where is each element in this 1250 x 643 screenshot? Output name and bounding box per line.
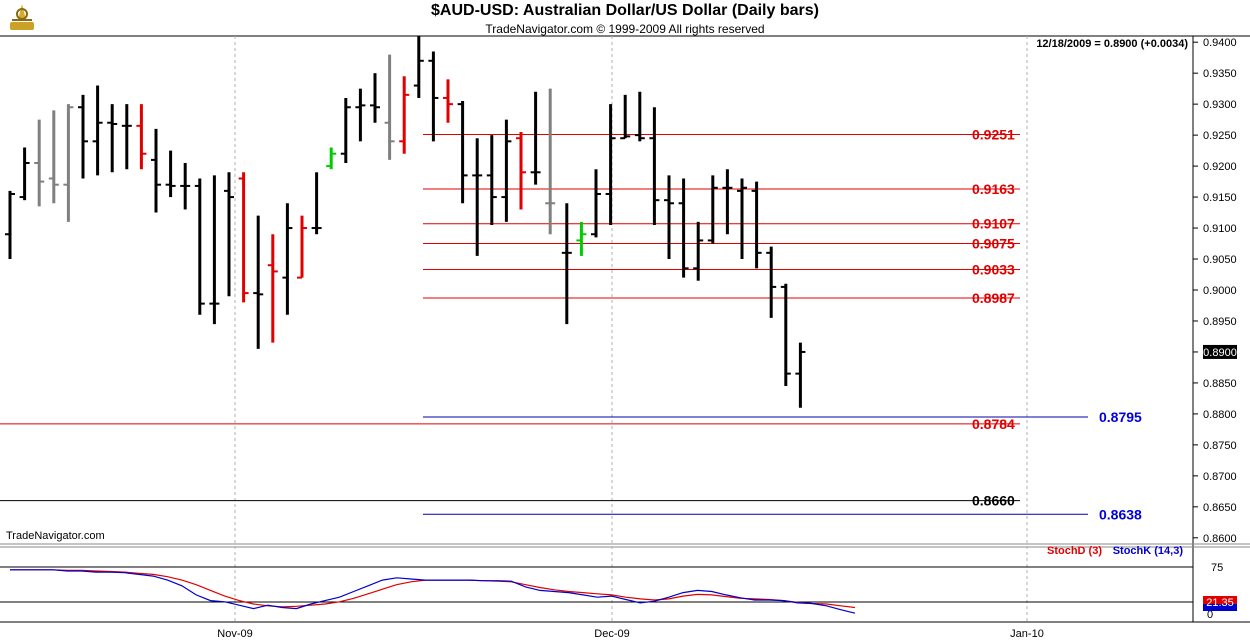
x-tick-label: Jan-10: [1010, 628, 1044, 640]
level-label: 0.9251: [972, 127, 1015, 143]
stoch-tick-label: 0: [1207, 609, 1213, 621]
y-tick-label: 0.8700: [1203, 471, 1237, 483]
y-tick-label: 0.8750: [1203, 440, 1237, 452]
stoch-legend-k: StochK (14,3): [1113, 545, 1184, 557]
chart-title: $AUD-USD: Australian Dollar/US Dollar (D…: [431, 2, 819, 19]
level-label: 0.8638: [1099, 506, 1142, 522]
level-label: 0.8795: [1099, 409, 1142, 425]
level-label: 0.8987: [972, 290, 1015, 306]
stoch-k-line: [10, 569, 856, 614]
y-tick-label: 0.9050: [1203, 254, 1237, 266]
tradenavigator-logo: [8, 2, 36, 32]
stoch-tick-label: 75: [1211, 562, 1223, 574]
y-tick-label: 0.9200: [1203, 161, 1237, 173]
last-price-box: [1203, 344, 1237, 359]
last-quote: 12/18/2009 = 0.8900 (+0.0034): [1036, 38, 1188, 50]
last-price-label: 0.8900: [1203, 347, 1237, 359]
y-tick-label: 0.9150: [1203, 192, 1237, 204]
chart-subtitle: TradeNavigator.com © 1999-2009 All right…: [485, 22, 765, 36]
x-tick-label: Nov-09: [217, 628, 252, 640]
stoch-last-box-k: [1203, 604, 1237, 611]
y-tick-label: 0.9400: [1203, 37, 1237, 49]
y-tick-label: 0.9350: [1203, 68, 1237, 80]
stoch-last-box-d: [1203, 596, 1237, 604]
level-label: 0.9163: [972, 181, 1015, 197]
y-tick-label: 0.8850: [1203, 378, 1237, 390]
level-label: 0.9075: [972, 236, 1015, 252]
level-label: 0.9033: [972, 262, 1015, 278]
y-tick-label: 0.9000: [1203, 285, 1237, 297]
stoch-legend-d: StochD (3): [1047, 545, 1102, 557]
level-label: 0.8784: [972, 416, 1015, 432]
y-tick-label: 0.9100: [1203, 223, 1237, 235]
y-tick-label: 0.8650: [1203, 502, 1237, 514]
y-tick-label: 0.8950: [1203, 316, 1237, 328]
y-tick-label: 0.9300: [1203, 99, 1237, 111]
x-tick-label: Dec-09: [594, 628, 629, 640]
y-tick-label: 0.8800: [1203, 409, 1237, 421]
watermark: TradeNavigator.com: [6, 530, 105, 542]
level-label: 0.9107: [972, 216, 1015, 232]
y-tick-label: 0.8600: [1203, 533, 1237, 545]
stoch-last-label: 21.35: [1206, 597, 1234, 609]
ship-wheel-icon: [10, 4, 34, 30]
y-tick-label: 0.9250: [1203, 130, 1237, 142]
level-label: 0.8660: [972, 493, 1015, 509]
